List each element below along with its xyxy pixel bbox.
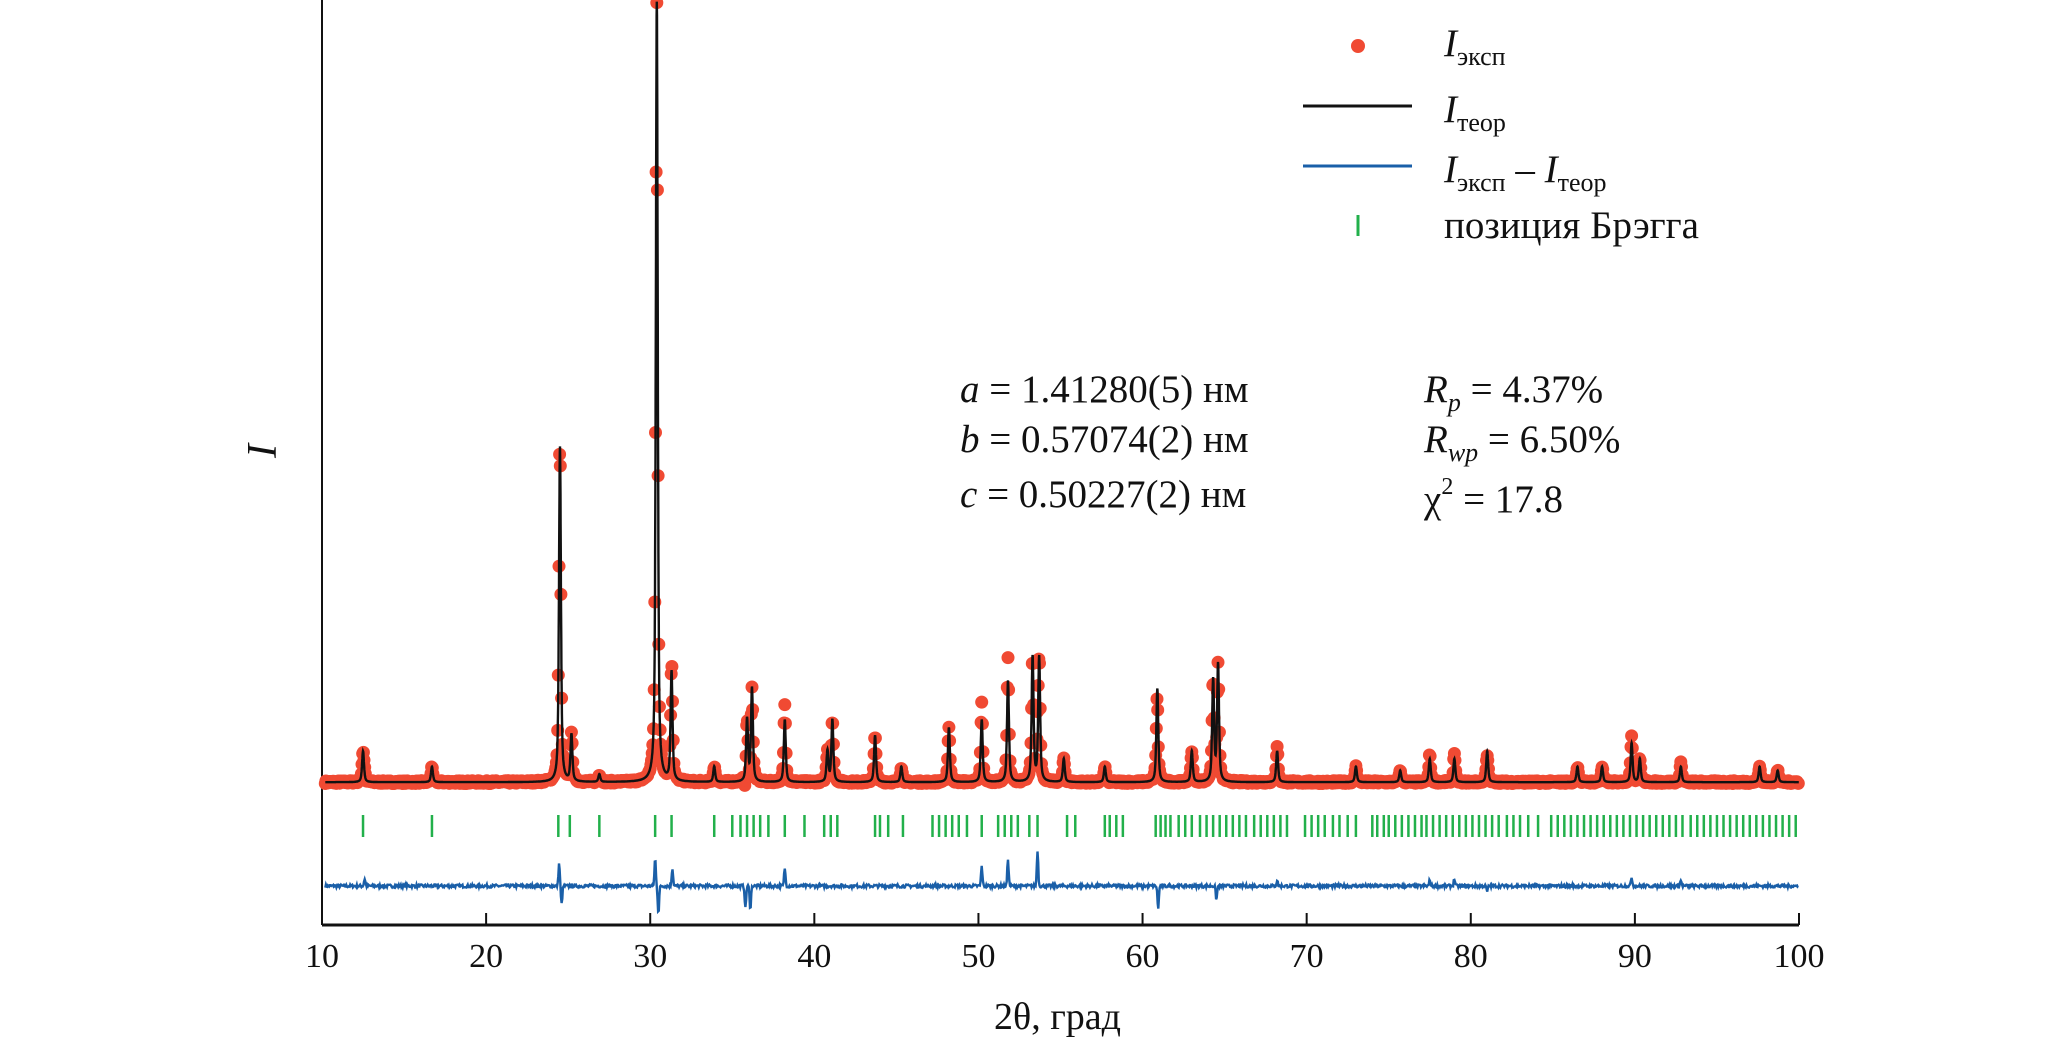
fit-chi2: χ2 = 17.8	[1424, 474, 1564, 521]
cell-c: c = 0.50227(2) нм	[960, 473, 1247, 516]
legend-bragg: позиция Брэгга	[1444, 204, 1699, 247]
legend-markers	[1303, 39, 1412, 236]
x-axis-label: 2θ, град	[994, 996, 1121, 1038]
legend-calc: Iтеор	[1444, 88, 1506, 137]
exp-point	[778, 698, 792, 712]
cell-b: b = 0.57074(2) нм	[960, 418, 1249, 461]
y-axis-label: I	[240, 444, 286, 458]
x-tick-label: 40	[797, 938, 832, 975]
legend-dot-icon	[1351, 39, 1365, 53]
x-tick-label: 30	[633, 938, 668, 975]
bragg-ticks	[361, 815, 1797, 837]
difference-curve	[324, 851, 1799, 915]
x-tick-label: 80	[1453, 938, 1488, 975]
cell-a: a = 1.41280(5) нм	[960, 368, 1249, 411]
x-tick-label: 50	[961, 938, 996, 975]
fit-rp: Rp = 4.37%	[1424, 368, 1604, 417]
exp-point	[1001, 651, 1015, 665]
axes	[321, 0, 1800, 927]
x-tick-label: 10	[305, 938, 339, 975]
legend-diff: Iэксп – Iтеор	[1444, 148, 1607, 197]
x-tick-label: 20	[469, 938, 504, 975]
x-tick-label: 70	[1289, 938, 1324, 975]
legend-exp: Iэксп	[1444, 22, 1506, 71]
x-tick-label: 90	[1617, 938, 1652, 975]
x-tick-label: 100	[1773, 938, 1825, 975]
exp-point	[665, 660, 679, 673]
x-tick-label: 60	[1125, 938, 1160, 975]
exp-point	[564, 725, 578, 739]
difference-line	[324, 851, 1799, 915]
exp-point	[942, 720, 956, 734]
exp-point	[975, 695, 989, 709]
fit-rwp: Rwp = 6.50%	[1424, 418, 1621, 467]
